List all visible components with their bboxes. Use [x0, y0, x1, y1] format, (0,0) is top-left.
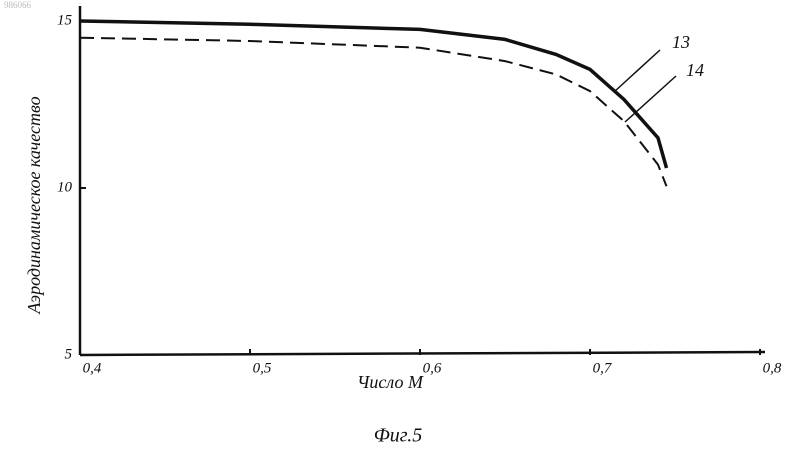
x-axis: [80, 352, 765, 355]
series-line: [80, 21, 667, 168]
series-line: [80, 38, 667, 187]
x-tick-label: 0,5: [253, 360, 272, 376]
x-tick-label: 0,8: [763, 360, 782, 376]
leader-line: [625, 76, 676, 122]
chart: 986066 Аэродинамическое качество Число М…: [0, 0, 800, 453]
y-tick-label: 15: [57, 12, 73, 28]
series-label: 13: [672, 32, 690, 52]
x-axis-label: Число М: [357, 372, 424, 392]
doc-number: 986066: [4, 0, 32, 10]
x-tick-label: 0,6: [423, 360, 442, 376]
caption: Фиг.5: [374, 425, 423, 447]
y-tick-label: 10: [57, 179, 73, 195]
y-axis-label: Аэродинамическое качество: [24, 96, 44, 314]
x-tick-label: 0,4: [83, 360, 102, 376]
leader-line: [614, 50, 660, 92]
x-tick-label: 0,7: [593, 360, 613, 376]
y-tick-label: 5: [65, 346, 73, 362]
series-label: 14: [686, 60, 704, 80]
